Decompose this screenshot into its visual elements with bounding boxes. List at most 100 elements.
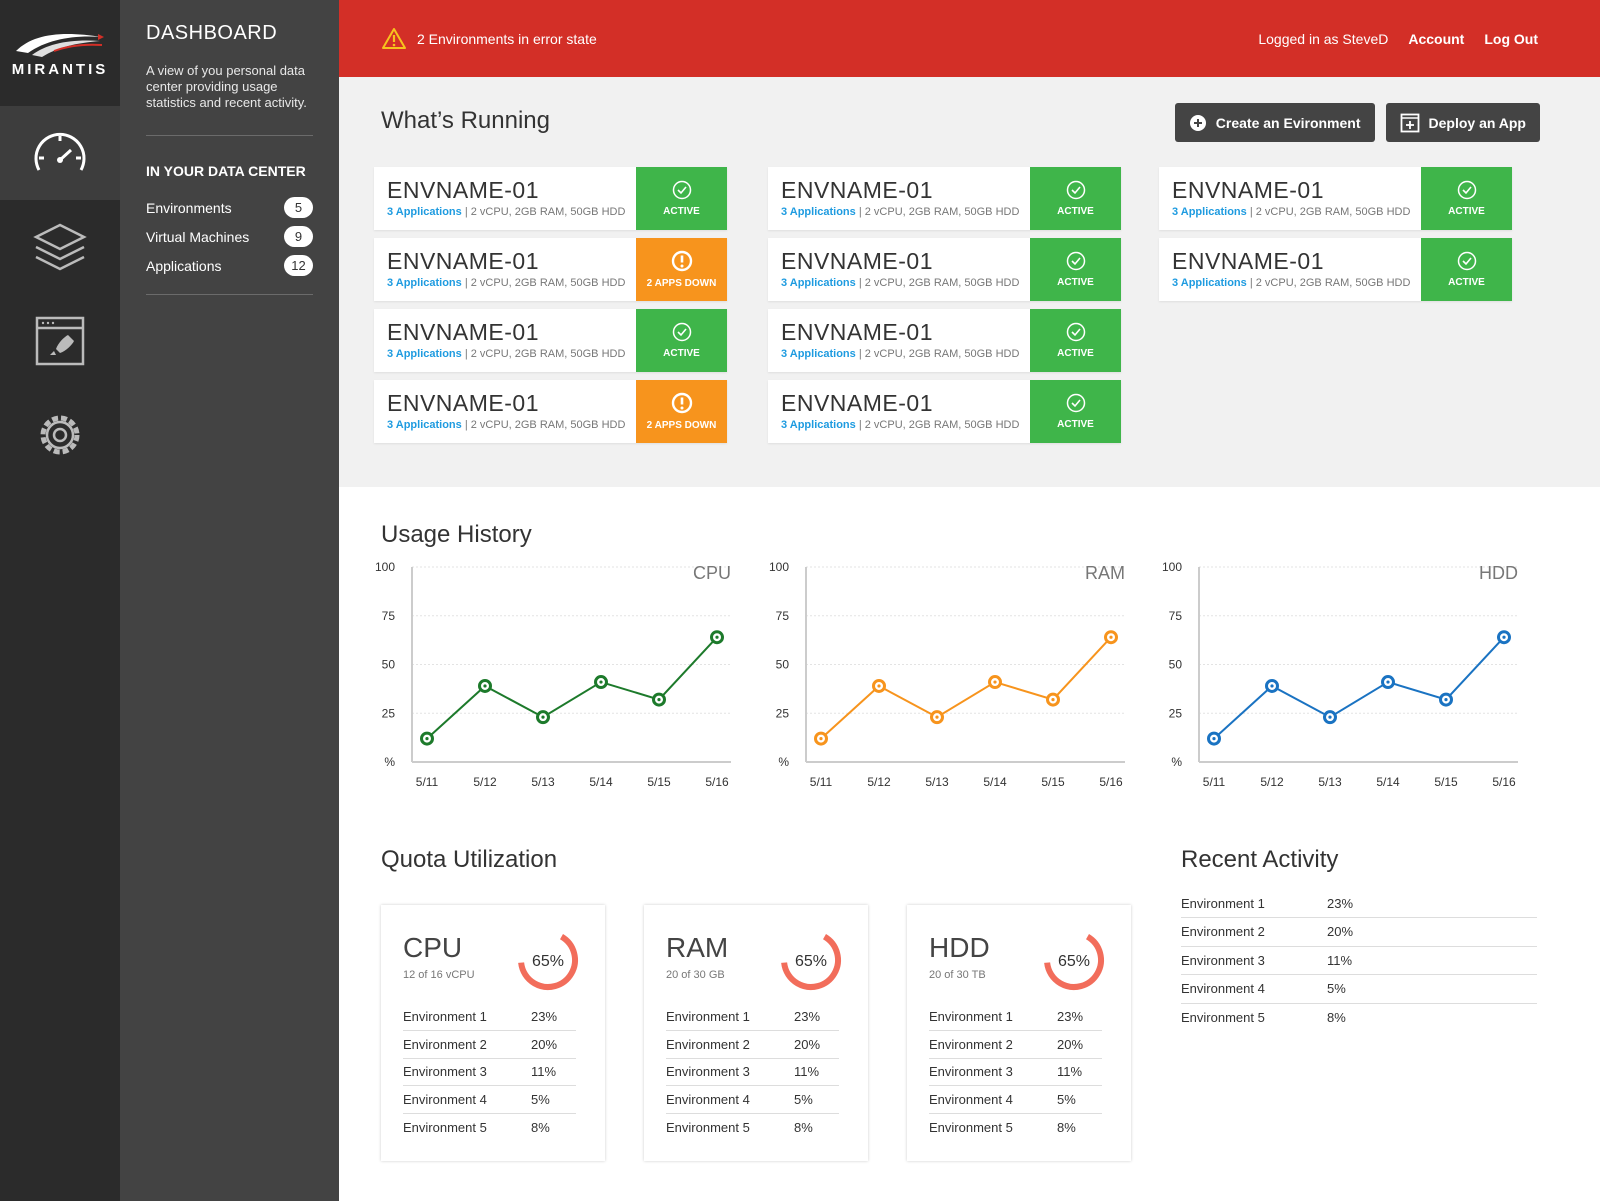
environment-card[interactable]: ENVNAME-01 3 Applications | 2 vCPU, 2GB R…	[374, 167, 727, 230]
status-label: ACTIVE	[1448, 206, 1485, 217]
data-point-center	[1502, 635, 1506, 639]
rail-settings[interactable]	[0, 388, 120, 482]
quota-row: Environment 1 23%	[929, 1003, 1102, 1031]
applications-link[interactable]: 3 Applications	[387, 419, 462, 431]
quota-row: Environment 2 20%	[929, 1030, 1102, 1059]
applications-link[interactable]: 3 Applications	[781, 419, 856, 431]
y-tick-label: 100	[769, 560, 789, 574]
environment-label: Environment 1	[929, 1003, 1057, 1031]
applications-link[interactable]: 3 Applications	[781, 348, 856, 360]
data-point-center	[1386, 680, 1390, 684]
applications-link[interactable]: 3 Applications	[1172, 206, 1247, 218]
status-badge[interactable]: ACTIVE	[1030, 238, 1121, 301]
usage-value: 20%	[531, 1030, 576, 1059]
environment-specs: | 2 vCPU, 2GB RAM, 50GB HDD	[1246, 277, 1411, 289]
environment-specs: | 2 vCPU, 2GB RAM, 50GB HDD	[461, 419, 626, 431]
quota-row: Environment 3 11%	[666, 1058, 839, 1086]
rail-layers[interactable]	[0, 200, 120, 294]
rail-dashboard[interactable]	[0, 106, 120, 200]
environment-card[interactable]: ENVNAME-01 3 Applications | 2 vCPU, 2GB R…	[768, 380, 1121, 443]
ram-usage-chart: 25 50 75 100% RAM 5/11 5/12 5/13 5/14 5/15 5/16	[761, 557, 1131, 797]
environment-label: Environment 4	[666, 1085, 794, 1114]
stat-applications[interactable]: Applications 12	[146, 251, 313, 280]
status-badge[interactable]: ACTIVE	[636, 167, 727, 230]
activity-row[interactable]: Environment 5 8%	[1181, 1003, 1537, 1032]
status-badge[interactable]: ACTIVE	[1030, 167, 1121, 230]
status-badge[interactable]: ACTIVE	[1421, 167, 1512, 230]
environment-label: Environment 3	[403, 1058, 531, 1086]
environment-label: Environment 4	[1181, 974, 1327, 1004]
status-badge[interactable]: ACTIVE	[636, 309, 727, 372]
status-label: ACTIVE	[1057, 277, 1094, 288]
environment-card[interactable]: ENVNAME-01 3 Applications | 2 vCPU, 2GB R…	[768, 238, 1121, 301]
activity-row[interactable]: Environment 3 11%	[1181, 946, 1537, 975]
environment-card[interactable]: ENVNAME-01 3 Applications | 2 vCPU, 2GB R…	[1159, 238, 1512, 301]
logout-link[interactable]: Log Out	[1484, 30, 1538, 47]
status-badge[interactable]: ACTIVE	[1030, 380, 1121, 443]
check-circle-icon	[1066, 322, 1085, 342]
add-window-icon	[1400, 113, 1419, 132]
usage-ring: 65%	[778, 925, 844, 1000]
applications-link[interactable]: 3 Applications	[781, 277, 856, 289]
environment-card[interactable]: ENVNAME-01 3 Applications | 2 vCPU, 2GB R…	[768, 167, 1121, 230]
environment-meta: 3 Applications | 2 vCPU, 2GB RAM, 50GB H…	[1172, 277, 1421, 289]
data-point-center	[599, 680, 603, 684]
chart-title: RAM	[1085, 563, 1125, 583]
activity-value: 5%	[1327, 974, 1537, 1004]
x-tick-label: 5/15	[647, 775, 671, 789]
usage-title: Usage History	[381, 521, 532, 548]
environment-meta: 3 Applications | 2 vCPU, 2GB RAM, 50GB H…	[781, 277, 1030, 289]
stat-environments[interactable]: Environments 5	[146, 193, 313, 222]
activity-row[interactable]: Environment 4 5%	[1181, 974, 1537, 1004]
applications-link[interactable]: 3 Applications	[387, 348, 462, 360]
section-title: What’s Running	[381, 107, 550, 134]
x-tick-label: 5/16	[1492, 775, 1516, 789]
data-point-center	[657, 698, 661, 702]
environment-specs: | 2 vCPU, 2GB RAM, 50GB HDD	[855, 348, 1020, 360]
applications-link[interactable]: 3 Applications	[387, 206, 462, 218]
plus-circle-icon	[1189, 114, 1206, 131]
error-alert[interactable]: 2 Environments in error state	[381, 27, 597, 50]
stat-virtual-machines[interactable]: Virtual Machines 9	[146, 222, 313, 251]
applications-link[interactable]: 3 Applications	[387, 277, 462, 289]
usage-value: 20%	[1057, 1030, 1102, 1059]
x-tick-label: 5/12	[867, 775, 891, 789]
deploy-app-button[interactable]: Deploy an App	[1385, 103, 1540, 142]
rail-deploy[interactable]	[0, 294, 120, 388]
create-environment-button[interactable]: Create an Evironment	[1174, 103, 1375, 142]
quota-breakdown: Environment 1 23% Environment 2 20% Environm…	[666, 1003, 839, 1141]
environment-meta: 3 Applications | 2 vCPU, 2GB RAM, 50GB H…	[387, 348, 636, 360]
environment-card[interactable]: ENVNAME-01 3 Applications | 2 vCPU, 2GB R…	[1159, 167, 1512, 230]
environment-name: ENVNAME-01	[1172, 248, 1324, 274]
environment-card[interactable]: ENVNAME-01 3 Applications | 2 vCPU, 2GB R…	[374, 380, 727, 443]
environment-card[interactable]: ENVNAME-01 3 Applications | 2 vCPU, 2GB R…	[374, 238, 727, 301]
logo[interactable]: MIRANTIS	[0, 0, 120, 106]
environment-info: ENVNAME-01 3 Applications | 2 vCPU, 2GB R…	[768, 167, 1030, 230]
check-circle-icon	[1066, 393, 1085, 413]
applications-link[interactable]: 3 Applications	[1172, 277, 1247, 289]
cpu-usage-chart: 25 50 75 100% CPU 5/11 5/12 5/13 5/14 5/15 5/16	[367, 557, 737, 797]
recent-activity-title: Recent Activity	[1181, 846, 1339, 873]
environment-specs: | 2 vCPU, 2GB RAM, 50GB HDD	[855, 206, 1020, 218]
environment-info: ENVNAME-01 3 Applications | 2 vCPU, 2GB R…	[768, 238, 1030, 301]
x-tick-label: 5/11	[1203, 775, 1226, 789]
y-axis-label: %	[1171, 755, 1182, 769]
environment-card[interactable]: ENVNAME-01 3 Applications | 2 vCPU, 2GB R…	[374, 309, 727, 372]
environment-card[interactable]: ENVNAME-01 3 Applications | 2 vCPU, 2GB R…	[768, 309, 1121, 372]
environment-info: ENVNAME-01 3 Applications | 2 vCPU, 2GB R…	[374, 309, 636, 372]
status-badge[interactable]: 2 APPS DOWN	[636, 238, 727, 301]
status-badge[interactable]: ACTIVE	[1030, 309, 1121, 372]
activity-row[interactable]: Environment 2 20%	[1181, 917, 1537, 947]
account-link[interactable]: Account	[1408, 30, 1465, 47]
status-badge[interactable]: 2 APPS DOWN	[636, 380, 727, 443]
status-badge[interactable]: ACTIVE	[1421, 238, 1512, 301]
activity-row[interactable]: Environment 1 23%	[1181, 889, 1537, 918]
check-circle-icon	[672, 180, 691, 200]
mirantis-logo-icon	[16, 33, 104, 57]
gauge-percent: 65%	[532, 953, 564, 970]
applications-link[interactable]: 3 Applications	[781, 206, 856, 218]
usage-value: 5%	[1057, 1085, 1102, 1114]
usage-value: 11%	[1057, 1058, 1102, 1086]
environment-meta: 3 Applications | 2 vCPU, 2GB RAM, 50GB H…	[781, 419, 1030, 431]
panel-title: DASHBOARD	[146, 22, 278, 44]
